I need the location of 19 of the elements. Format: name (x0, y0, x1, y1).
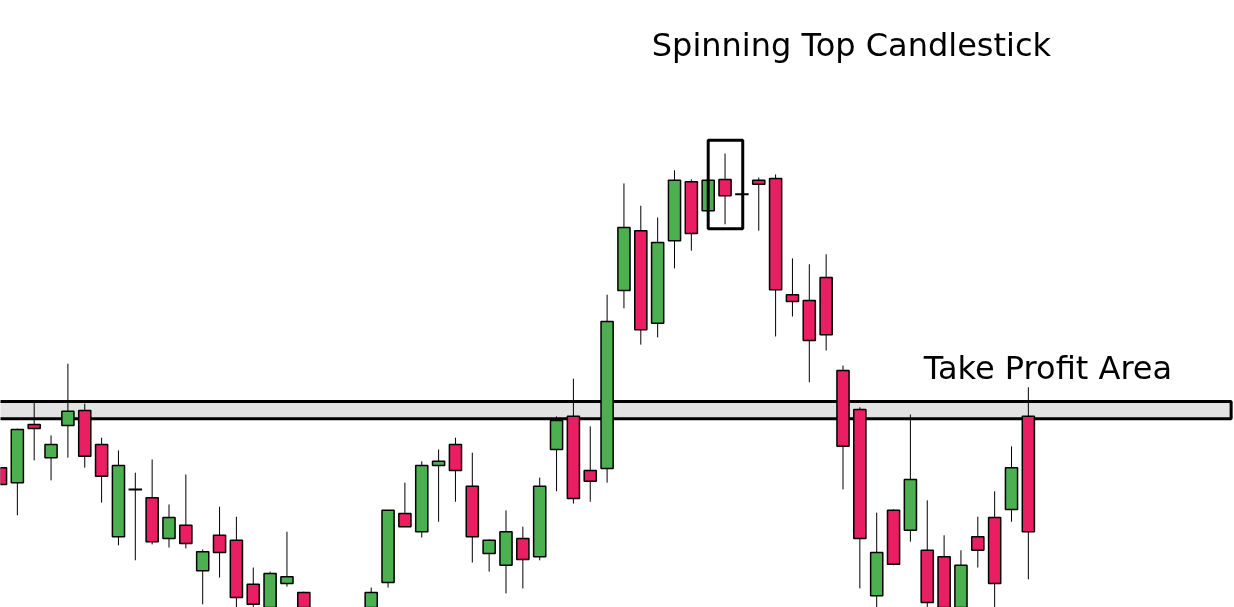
candlestick (162, 503, 176, 549)
candlestick (44, 434, 58, 481)
candlestick (718, 153, 732, 225)
candlestick (280, 531, 294, 588)
candlestick (195, 548, 210, 605)
band-label: Take Profit Area (922, 349, 1173, 388)
candlestick (751, 177, 766, 232)
candlestick (246, 567, 261, 607)
candlestick (516, 526, 530, 589)
candlestick (482, 538, 496, 573)
candlestick (364, 587, 379, 607)
candlestick (179, 473, 193, 549)
candlestick (212, 506, 227, 579)
candlestick (583, 425, 598, 503)
candlestick (398, 482, 412, 528)
candlestick (127, 472, 144, 561)
candlestick (970, 516, 985, 569)
text: Spinning Top Candlestick (651, 25, 1052, 64)
candlestick (785, 257, 800, 317)
